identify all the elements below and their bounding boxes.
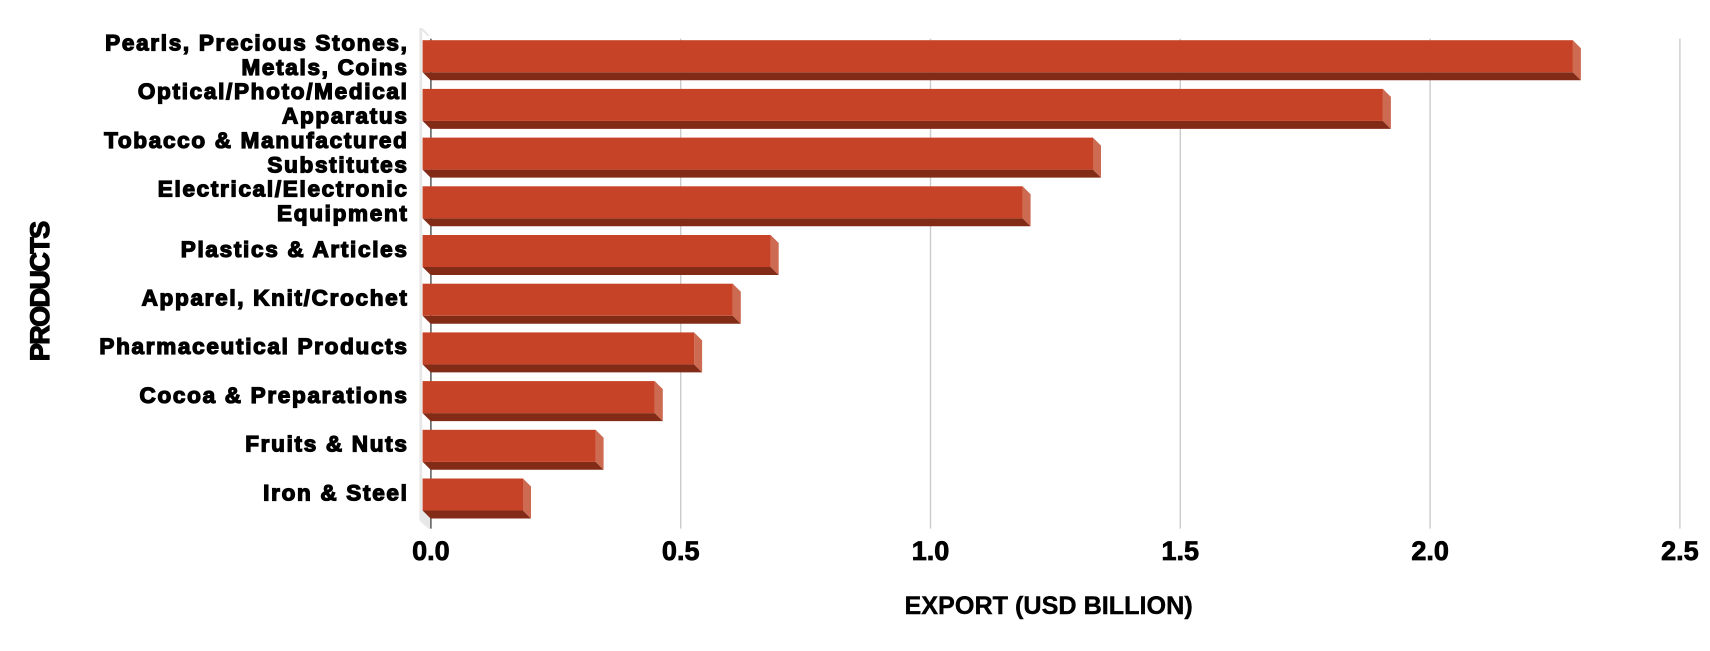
svg-text:Tobacco & Manufactured: Tobacco & Manufactured	[104, 128, 409, 153]
svg-text:2.0: 2.0	[1411, 536, 1449, 566]
svg-text:Electrical/Electronic: Electrical/Electronic	[158, 177, 409, 202]
svg-text:Substitutes: Substitutes	[267, 152, 408, 177]
svg-text:PRODUCTS: PRODUCTS	[25, 222, 55, 361]
svg-text:0.5: 0.5	[662, 536, 700, 566]
svg-text:Plastics & Articles: Plastics & Articles	[181, 237, 409, 262]
svg-text:Apparatus: Apparatus	[282, 104, 409, 129]
svg-text:Metals, Coins: Metals, Coins	[241, 55, 408, 80]
svg-text:Fruits & Nuts: Fruits & Nuts	[245, 432, 408, 457]
svg-text:Equipment: Equipment	[277, 201, 409, 226]
svg-text:Apparel, Knit/Crochet: Apparel, Knit/Crochet	[142, 286, 409, 311]
svg-text:0.0: 0.0	[412, 536, 450, 566]
svg-text:Pharmaceutical Products: Pharmaceutical Products	[99, 334, 408, 359]
svg-text:Pearls, Precious Stones,: Pearls, Precious Stones,	[105, 31, 408, 56]
svg-text:Optical/Photo/Medical: Optical/Photo/Medical	[138, 79, 409, 104]
svg-text:2.5: 2.5	[1661, 536, 1699, 566]
svg-text:Iron & Steel: Iron & Steel	[263, 480, 408, 505]
svg-text:EXPORT (USD BILLION): EXPORT (USD BILLION)	[904, 592, 1192, 620]
svg-text:Cocoa & Preparations: Cocoa & Preparations	[140, 383, 409, 408]
svg-text:1.5: 1.5	[1162, 536, 1200, 566]
svg-text:1.0: 1.0	[912, 536, 950, 566]
